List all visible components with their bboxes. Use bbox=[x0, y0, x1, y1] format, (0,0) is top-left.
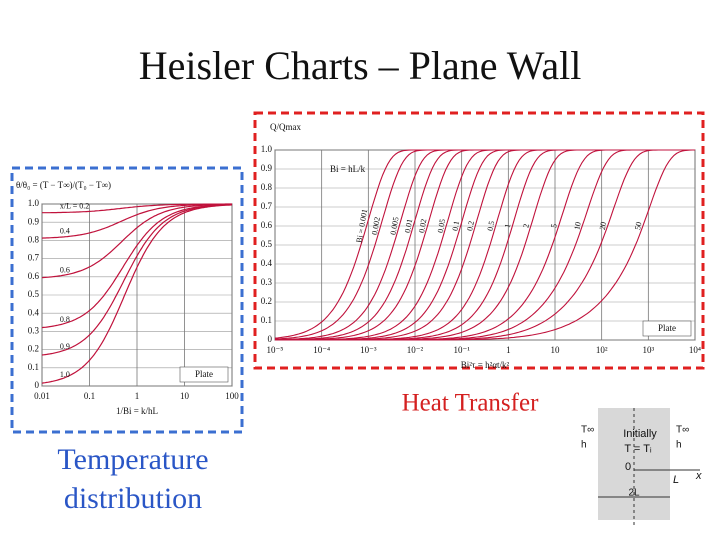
curve-label: x/L = 0.2 bbox=[60, 201, 89, 210]
y-tick-label: 0.6 bbox=[261, 220, 273, 230]
caption: Temperature bbox=[57, 443, 208, 476]
x-tick-label: 0.1 bbox=[84, 391, 95, 401]
legend-box bbox=[642, 320, 692, 337]
y-tick-label: 0.4 bbox=[261, 258, 273, 268]
caption: distribution bbox=[64, 482, 202, 515]
y-tick-label: 0.8 bbox=[28, 234, 40, 244]
parameter-label: Bi = hL/k bbox=[330, 164, 366, 174]
label: T∞ bbox=[581, 425, 594, 436]
legend-label: Plate bbox=[195, 369, 213, 379]
label: 2L bbox=[628, 488, 640, 499]
curve-label: 0.9 bbox=[60, 342, 70, 351]
y-tick-label: 1.0 bbox=[261, 144, 273, 154]
label: h bbox=[676, 440, 682, 451]
y-tick-label: 0.6 bbox=[28, 271, 40, 281]
curve-label: 10 bbox=[572, 221, 582, 230]
curve bbox=[41, 204, 232, 329]
right-frame bbox=[253, 111, 705, 370]
label: x bbox=[695, 470, 702, 482]
y-tick-label: 0.4 bbox=[28, 307, 40, 317]
x-tick-label: 10 bbox=[180, 391, 190, 401]
curve-label: 20 bbox=[598, 221, 608, 230]
curve-label: 0.4 bbox=[60, 226, 70, 235]
legend-label: Plate bbox=[658, 323, 676, 333]
y-tick-label: 0.3 bbox=[28, 325, 40, 335]
y-tick-label: 0.2 bbox=[28, 344, 39, 354]
x-tick-label: 10⁻³ bbox=[360, 345, 377, 355]
curve bbox=[41, 203, 233, 239]
y-tick-label: 0.5 bbox=[28, 289, 40, 299]
x-tick-label: 10⁻¹ bbox=[453, 345, 470, 355]
curve-label: 1.0 bbox=[60, 370, 70, 379]
wall-diagram: Initially T = Tᵢ T∞ h T∞ h 0 L x 2L bbox=[581, 408, 702, 525]
y-tick-label: 0.5 bbox=[261, 239, 273, 249]
y-tick-label: 0.2 bbox=[261, 296, 272, 306]
y-axis-label: Q/Qmax bbox=[270, 122, 301, 132]
y-tick-label: 0.8 bbox=[261, 182, 273, 192]
x-tick-label: 1 bbox=[506, 345, 511, 355]
curve-label: 0.01 bbox=[403, 218, 414, 233]
y-tick-label: 0.1 bbox=[28, 362, 39, 372]
y-tick-label: 0.7 bbox=[261, 201, 273, 211]
curve bbox=[41, 204, 233, 356]
y-tick-label: 0.7 bbox=[28, 253, 40, 263]
curve-label: 0.02 bbox=[417, 218, 428, 233]
curve bbox=[41, 203, 233, 279]
y-axis-label: θ/θ₀ = (T − T∞)/(T₀ − T∞) bbox=[16, 180, 111, 190]
curve-label: 0.5 bbox=[486, 220, 497, 231]
label: Initially bbox=[623, 428, 657, 440]
curve-label: 2 bbox=[521, 223, 531, 229]
x-axis-label: Bi²τ = h²αt/k² bbox=[461, 360, 510, 370]
y-tick-label: 0.9 bbox=[261, 163, 273, 173]
x-tick-label: 1 bbox=[135, 391, 140, 401]
label: L bbox=[673, 474, 679, 486]
x-tick-label: 0.01 bbox=[34, 391, 50, 401]
x-tick-label: 10⁻⁴ bbox=[313, 345, 330, 355]
y-tick-label: 0.9 bbox=[28, 216, 40, 226]
y-tick-label: 0 bbox=[268, 334, 273, 344]
y-tick-label: 0.1 bbox=[261, 315, 272, 325]
x-tick-label: 10⁴ bbox=[689, 345, 701, 355]
slide-title: Heisler Charts – Plane Wall bbox=[139, 43, 582, 88]
x-tick-label: 10 bbox=[551, 345, 561, 355]
label: h bbox=[581, 440, 587, 451]
x-tick-label: 10⁻⁵ bbox=[267, 345, 284, 355]
curve-label: 0.2 bbox=[465, 220, 476, 231]
label: T = Tᵢ bbox=[624, 443, 652, 455]
curve-label: 0.002 bbox=[370, 216, 382, 235]
curve-label: 0.6 bbox=[60, 265, 70, 274]
x-tick-label: 100 bbox=[225, 391, 239, 401]
x-axis-label: 1/Bi = k/hL bbox=[116, 406, 158, 416]
x-tick-label: 10² bbox=[596, 345, 608, 355]
curve bbox=[41, 204, 233, 384]
y-tick-label: 0 bbox=[35, 380, 40, 390]
curve-label: 0.1 bbox=[451, 220, 462, 231]
curve-label: 5 bbox=[549, 223, 559, 229]
curve-label: 0.8 bbox=[60, 315, 70, 324]
curve-label: 1 bbox=[503, 223, 513, 229]
curve bbox=[275, 149, 695, 341]
y-tick-label: 0.3 bbox=[261, 277, 273, 287]
curve-label: 0.005 bbox=[389, 216, 401, 235]
curve-label: 0.05 bbox=[436, 218, 447, 233]
legend-box bbox=[179, 366, 229, 383]
y-tick-label: 1.0 bbox=[28, 198, 40, 208]
label: T∞ bbox=[676, 425, 689, 436]
x-tick-label: 10⁻² bbox=[407, 345, 424, 355]
caption: Heat Transfer bbox=[402, 390, 539, 417]
label: 0 bbox=[625, 461, 631, 473]
x-tick-label: 10³ bbox=[642, 345, 654, 355]
curve-label: 50 bbox=[633, 221, 643, 230]
